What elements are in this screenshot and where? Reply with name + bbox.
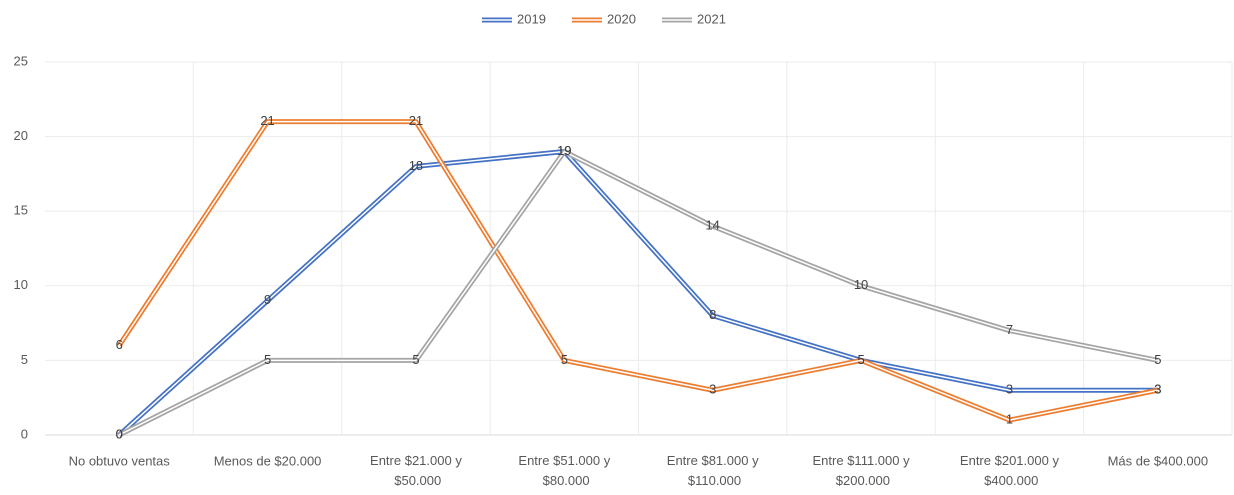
series-line-highlight [118, 120, 1158, 421]
data-label: 3 [1154, 382, 1161, 397]
data-label: 1 [1006, 412, 1013, 427]
x-tick-label: No obtuvo ventas [69, 453, 171, 468]
data-label: 5 [561, 352, 568, 367]
y-tick-label: 5 [21, 352, 28, 367]
x-tick-line: $50.000 [391, 473, 442, 488]
legend-label: 2019 [517, 11, 546, 26]
data-label: 3 [1006, 382, 1013, 397]
x-tick-line: $80.000 [539, 473, 590, 488]
data-label: 18 [409, 158, 423, 173]
x-tick-label: Entre $81.000 y $110.000 [667, 453, 759, 488]
legend-label: 2021 [697, 11, 726, 26]
x-tick-label: Más de $400.000 [1108, 453, 1208, 468]
data-label: 3 [1154, 382, 1161, 397]
data-label: 14 [705, 218, 719, 233]
data-label: 3 [709, 382, 716, 397]
y-tick-label: 15 [14, 203, 28, 218]
x-tick-line: $200.000 [832, 473, 890, 488]
x-tick-line: Entre $51.000 y [518, 453, 610, 468]
x-tick-line: Entre $21.000 y [370, 453, 462, 468]
x-tick-label: Entre $51.000 y $80.000 [518, 453, 610, 488]
x-tick-line: $110.000 [684, 473, 741, 488]
data-label: 21 [260, 113, 274, 128]
data-label: 5 [412, 352, 419, 367]
data-label: 10 [854, 277, 868, 292]
data-label: 19 [557, 143, 571, 158]
data-label: 5 [1154, 352, 1161, 367]
x-tick-label: Menos de $20.000 [214, 453, 322, 468]
data-label: 6 [116, 337, 123, 352]
data-label: 5 [857, 352, 864, 367]
data-label: 8 [709, 307, 716, 322]
y-tick-label: 20 [14, 128, 28, 143]
series-line-highlight [118, 150, 1158, 436]
x-tick-line: Entre $111.000 y [813, 453, 911, 468]
y-tick-label: 10 [14, 277, 28, 292]
legend-label: 2020 [607, 11, 636, 26]
x-tick-label: Entre $21.000 y $50.000 [370, 453, 462, 488]
x-tick-line: Entre $81.000 y [667, 453, 759, 468]
x-tick-line: Entre $201.000 y [960, 453, 1060, 468]
x-tick-label: Entre $111.000 y $200.000 [813, 453, 911, 488]
data-label: 0 [116, 426, 123, 441]
x-tick-line: $400.000 [981, 473, 1039, 488]
y-tick-label: 0 [21, 426, 28, 441]
data-label: 21 [409, 113, 423, 128]
x-tick-label: Entre $201.000 y $400.000 [960, 453, 1060, 488]
data-label: 5 [264, 352, 271, 367]
data-label: 0 [116, 426, 123, 441]
data-label: 9 [264, 292, 271, 307]
y-tick-label: 25 [14, 53, 28, 68]
data-label: 19 [557, 143, 571, 158]
data-label: 5 [857, 352, 864, 367]
series-line-highlight [118, 150, 1158, 436]
data-label: 7 [1006, 322, 1013, 337]
